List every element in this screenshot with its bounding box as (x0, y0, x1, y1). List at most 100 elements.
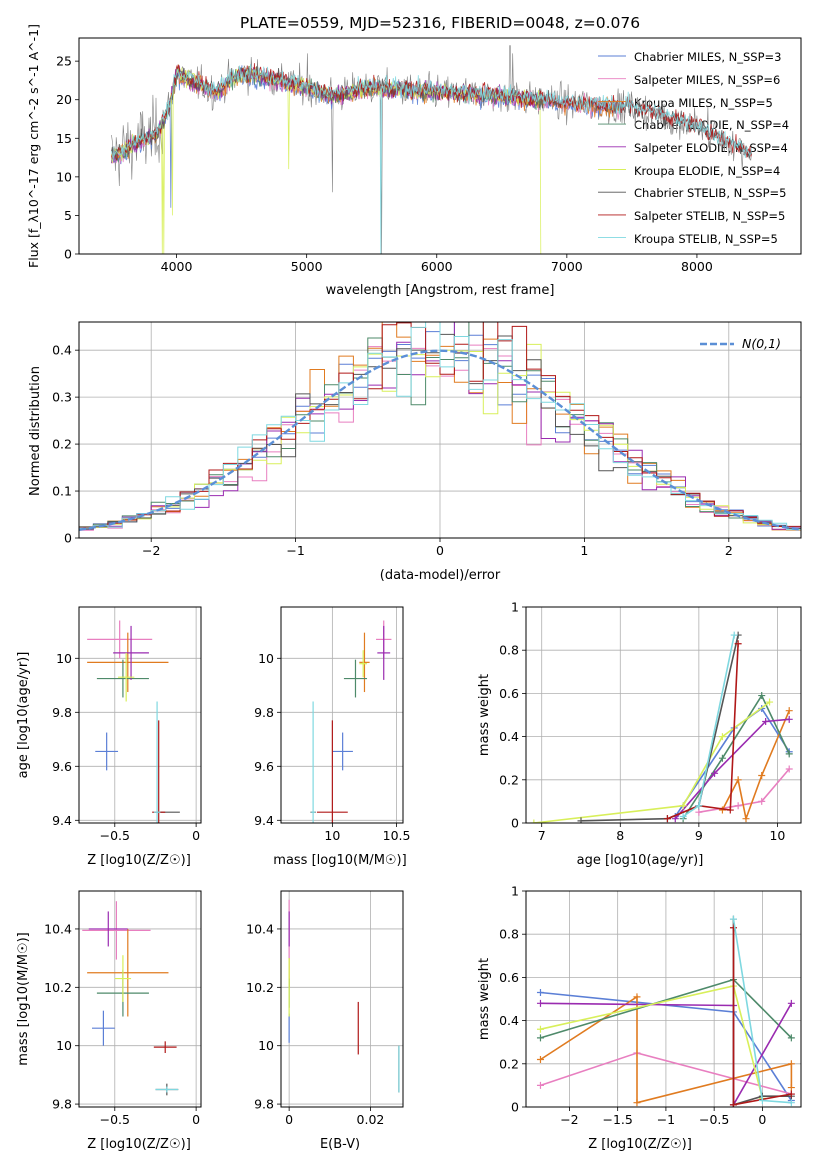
x-tick-label: −1 (657, 1112, 675, 1127)
weight-vs-age-axes: 7 8 9 10 0 0.2 0.4 0.6 0.8 1 (499, 600, 802, 843)
hist-step (79, 322, 801, 528)
x-tick-label: 5000 (291, 259, 323, 274)
axes-frame (280, 890, 404, 1108)
y-tick-label: 0.8 (499, 927, 519, 942)
x-tick-label: −0.5 (100, 828, 130, 843)
x-tick-label: −0.5 (699, 1112, 729, 1127)
x-tick-label: −2 (560, 1112, 578, 1127)
mZ-ylabel: mass [log10(M/M☉)] (16, 932, 31, 1065)
weight-marker (758, 797, 766, 805)
y-tick-label: 9.8 (52, 1097, 72, 1112)
weight-marker (787, 999, 795, 1007)
y-tick-label: 0 (64, 247, 72, 262)
y-tick-label: 25 (56, 54, 72, 69)
y-tick-label: 0.1 (52, 484, 72, 499)
y-tick-label: 0.4 (499, 1013, 519, 1028)
axes-frame (525, 606, 802, 824)
weight-line (667, 643, 739, 820)
legend-label: Chabrier MILES, N_SSP=3 (634, 50, 781, 64)
legend-label: Kroupa MILES, N_SSP=5 (634, 96, 773, 110)
y-tick-label: 0.2 (499, 772, 519, 787)
model-spectrum (111, 64, 752, 254)
hist-xlabel: (data-model)/error (380, 568, 501, 583)
weight-marker (785, 750, 793, 758)
weight-marker (536, 989, 544, 997)
x-tick-label: 10 (324, 828, 340, 843)
y-tick-label: 10 (56, 169, 72, 184)
weight-marker (742, 815, 750, 823)
x-tick-label: 6000 (421, 259, 453, 274)
y-tick-label: 5 (64, 208, 72, 223)
legend-label: Salpeter MILES, N_SSP=6 (634, 73, 780, 87)
residuals-axes: −2 −1 0 1 2 0 0.1 0.2 0.3 0.4 (52, 321, 802, 558)
weight-marker (536, 999, 544, 1007)
weight-marker (734, 640, 742, 648)
mass-vs-EBV-marks (288, 899, 400, 1093)
axes-frame (525, 890, 802, 1108)
weight-marker (758, 1097, 766, 1105)
legend-label: Salpeter STELIB, N_SSP=5 (634, 209, 785, 223)
y-tick-label: 10 (258, 651, 274, 666)
weight-marker (530, 819, 538, 823)
y-tick-label: 0.6 (499, 686, 519, 701)
gaussian-legend-label: N(0,1) (742, 336, 781, 351)
x-tick-label: 8000 (681, 259, 713, 274)
axes-frame (280, 606, 404, 824)
weight-marker (536, 1055, 544, 1063)
y-tick-label: 0 (511, 816, 519, 831)
x-tick-label: 0.02 (357, 1112, 385, 1127)
y-tick-label: 9.8 (254, 1097, 274, 1112)
spectrum-ylabel: Flux [f_λ10^-17 erg cm^-2 s^-1 A^-1] (26, 24, 41, 268)
weight-marker (734, 802, 742, 810)
spectrum-legend-handles (598, 55, 626, 239)
gaussian-curve (79, 349, 801, 531)
y-tick-label: 0.4 (52, 343, 72, 358)
age-vs-mass-marks (310, 620, 392, 823)
x-tick-label: −2 (142, 543, 160, 558)
x-tick-label: 10.5 (383, 828, 411, 843)
weight-marker (679, 802, 687, 810)
y-tick-label: 0.4 (499, 729, 519, 744)
y-tick-label: 0.2 (499, 1056, 519, 1071)
weight-marker (758, 692, 766, 700)
y-tick-label: 9.8 (52, 705, 72, 720)
spectrum-axes: 4000 5000 6000 7000 8000 0 5 10 15 20 25 (56, 37, 802, 274)
y-tick-label: 10 (56, 651, 72, 666)
age-vs-Z-marks (87, 620, 180, 823)
spectrum-legend: Chabrier MILES, N_SSP=3 Salpeter MILES, … (634, 50, 789, 246)
wAge-xlabel: age [log10(age/yr)] (577, 853, 704, 868)
weight-marker (577, 817, 585, 823)
axes-frame (78, 321, 802, 539)
weight-marker (729, 1101, 737, 1107)
weight-marker (671, 815, 679, 823)
y-tick-label: 10.4 (44, 921, 72, 936)
spectrum-xlabel: wavelength [Angstrom, rest frame] (326, 283, 555, 298)
y-tick-label: 9.6 (52, 759, 72, 774)
x-tick-label: 1 (580, 543, 588, 558)
weight-marker (785, 715, 793, 723)
x-tick-label: −1 (286, 543, 304, 558)
x-tick-label: 7000 (551, 259, 583, 274)
ageZ-xlabel: Z [log10(Z/Z☉)] (87, 853, 191, 868)
x-tick-label: 0 (192, 828, 200, 843)
x-tick-label: 4000 (161, 259, 193, 274)
x-tick-label: 7 (538, 828, 546, 843)
legend-label: Kroupa ELODIE, N_SSP=4 (634, 164, 780, 178)
mE-xlabel: E(B-V) (320, 1137, 360, 1152)
weight-vs-Z-axes: −2 −1.5 −1 −0.5 0 0 0.2 0.4 0.6 0.8 1 (499, 884, 802, 1127)
weight-marker (695, 802, 703, 810)
x-tick-label: 9 (695, 828, 703, 843)
weight-marker (758, 771, 766, 779)
legend-label: Salpeter ELODIE, N_SSP=4 (634, 141, 788, 155)
gridlines (79, 607, 201, 823)
legend-label: Chabrier STELIB, N_SSP=5 (634, 186, 786, 200)
age-vs-mass-axes: 10 10.5 9.4 9.6 9.8 10 (254, 606, 411, 843)
axes-frame (78, 890, 202, 1108)
legend-label: Kroupa STELIB, N_SSP=5 (634, 232, 778, 246)
wAge-ylabel: mass weight (477, 674, 492, 756)
x-tick-label: 8 (616, 828, 624, 843)
y-tick-label: 10.2 (246, 980, 274, 995)
y-tick-label: 0 (511, 1100, 519, 1115)
gridlines (79, 891, 201, 1107)
